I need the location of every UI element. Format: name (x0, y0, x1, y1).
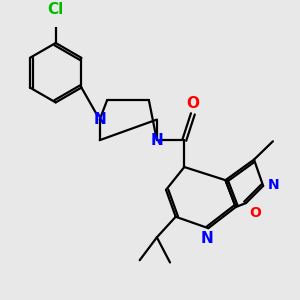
Text: N: N (93, 112, 106, 127)
Text: Cl: Cl (48, 2, 64, 17)
Text: O: O (249, 206, 261, 220)
Text: O: O (186, 96, 200, 111)
Text: N: N (268, 178, 279, 192)
Text: N: N (151, 133, 163, 148)
Text: N: N (201, 231, 214, 246)
